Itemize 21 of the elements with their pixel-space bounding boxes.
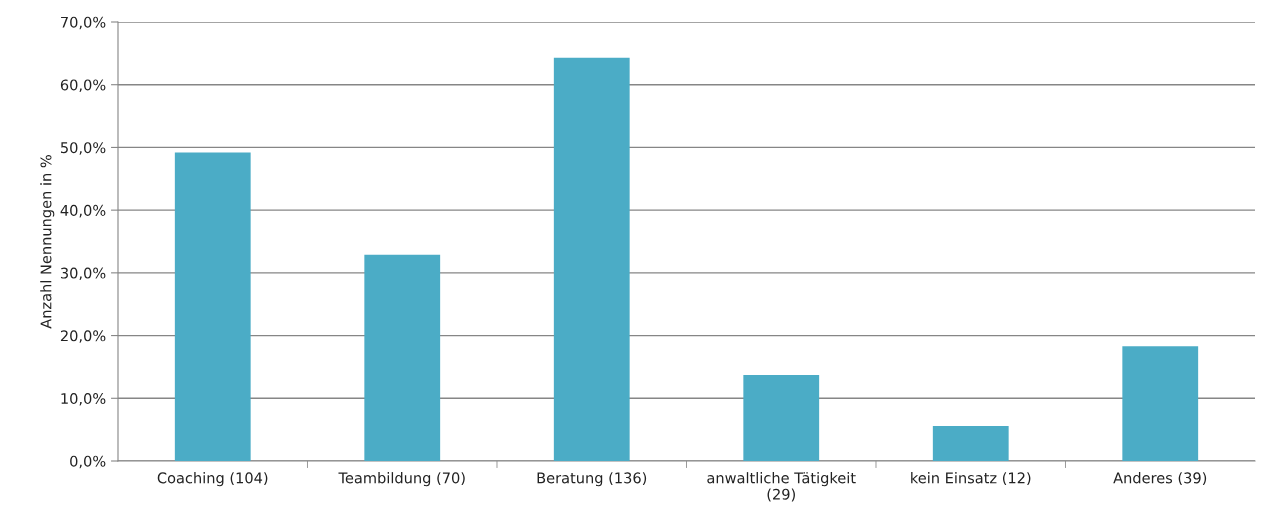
x-tick-label: Teambildung (70)	[338, 472, 465, 487]
y-tick-label: 40,0%	[60, 204, 106, 218]
y-axis-title: Anzahl Nennungen in %	[40, 155, 55, 329]
bar	[364, 254, 441, 461]
x-tick-label: kein Einsatz (12)	[911, 472, 1031, 486]
x-tick-label: anwaltliche Tätigkeit (29)	[707, 472, 856, 502]
x-tick-label: Anderes (39)	[1113, 472, 1207, 486]
y-tick-label: 60,0%	[60, 79, 106, 92]
x-tick-label: Coaching (104)	[157, 472, 268, 487]
y-tick-label: 50,0%	[60, 142, 106, 155]
y-tick-label: 0,0%	[70, 455, 106, 469]
bar	[553, 57, 630, 461]
y-tick-label: 10,0%	[61, 393, 106, 406]
bar	[1122, 346, 1199, 461]
bar	[932, 425, 1009, 461]
bar	[174, 152, 251, 461]
bar	[743, 375, 820, 461]
x-tick-label: Beratung (136)	[537, 472, 647, 487]
y-tick-label: 30,0%	[60, 267, 106, 281]
y-tick-label: 20,0%	[60, 330, 106, 343]
y-tick-label: 70,0%	[61, 16, 106, 30]
